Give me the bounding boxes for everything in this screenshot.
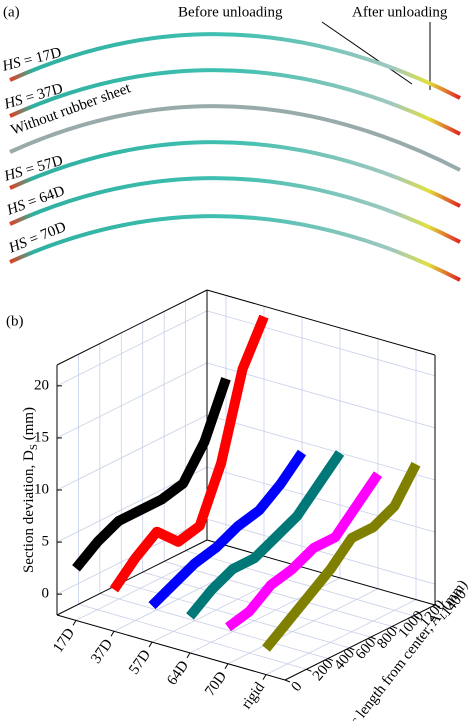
annotation: Before unloading <box>178 4 283 20</box>
ribbon <box>72 377 231 572</box>
ribbon <box>148 449 307 610</box>
z-tick-label: 15 <box>34 429 49 445</box>
category-label: 64D <box>164 658 192 688</box>
text-part: S <box>28 444 40 450</box>
ribbon <box>186 450 345 620</box>
z-tick-label: 5 <box>42 534 50 550</box>
tick-mark <box>262 674 267 680</box>
z-axis-title: Section deviation, DS (mm) <box>21 407 39 573</box>
annotation: After unloading <box>352 4 448 20</box>
z-tick-label: 0 <box>42 586 50 602</box>
curve <box>9 68 461 136</box>
grid-line <box>56 362 208 439</box>
text-part: HS <box>2 93 25 114</box>
ribbon <box>109 314 269 593</box>
curve <box>9 104 461 172</box>
tick-mark <box>284 679 291 683</box>
grid-line <box>206 310 436 377</box>
curve-label: HS = 57D <box>2 153 65 185</box>
curve <box>9 176 461 244</box>
panel-label: (a) <box>3 4 20 20</box>
category-label: 57D <box>126 647 154 677</box>
x-tick-label: 0 <box>288 679 305 695</box>
text-part: HS <box>4 198 28 220</box>
grid-line <box>185 550 414 617</box>
grid-line <box>78 603 307 670</box>
axis-line <box>206 289 436 356</box>
z-tick-label: 20 <box>34 377 49 393</box>
grid-line <box>227 588 379 665</box>
tick-mark <box>72 620 77 626</box>
curve <box>9 214 461 282</box>
tick-mark <box>391 625 398 629</box>
grid-line <box>206 518 436 585</box>
category-label: 17D <box>50 625 78 655</box>
tick-mark <box>413 615 419 619</box>
tick-mark <box>349 647 355 651</box>
ribbon <box>225 471 383 632</box>
tick-mark <box>370 636 376 640</box>
tick-mark <box>110 630 115 637</box>
grid-line <box>164 561 393 627</box>
text-part: HS <box>6 235 30 257</box>
tick-mark <box>224 663 229 670</box>
tick-mark <box>434 604 441 608</box>
grid-line <box>265 599 417 675</box>
category-label: 70D <box>202 669 230 699</box>
tick-mark <box>327 658 334 662</box>
text-part: HS <box>0 55 23 75</box>
grid-line <box>56 310 208 387</box>
text-part: HS <box>2 165 25 186</box>
axis-line <box>284 604 436 681</box>
panel-label: (b) <box>6 313 24 329</box>
category-label: rigid <box>239 679 269 712</box>
axis-line <box>206 539 436 606</box>
grid-line <box>206 466 436 533</box>
tick-mark <box>148 641 153 648</box>
grid-line <box>56 414 208 491</box>
z-tick-label: 10 <box>34 481 49 497</box>
arrow <box>321 21 413 85</box>
tick-mark <box>186 652 191 659</box>
tick-mark <box>306 668 312 672</box>
axis-line <box>56 614 286 681</box>
category-label: 37D <box>88 636 116 666</box>
text-part: (mm) <box>21 407 37 444</box>
ribbon <box>262 461 421 652</box>
grid-line <box>99 593 328 659</box>
axis-line <box>56 539 208 616</box>
axis-line <box>56 289 208 366</box>
text-part: Section deviation, D <box>21 450 37 573</box>
curve <box>9 140 461 208</box>
curve <box>9 32 461 100</box>
grid-line <box>206 414 436 481</box>
